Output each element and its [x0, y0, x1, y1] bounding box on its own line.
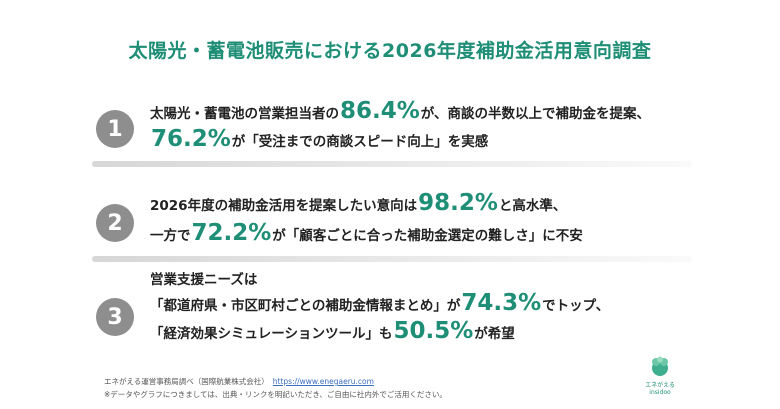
text-segment: 太陽光・蓄電池の営業担当者の — [150, 106, 339, 122]
finding-item-2: 2 2026年度の補助金活用を提案したい意向は98.2%と高水準、 一方で72.… — [92, 190, 702, 262]
highlight-value: 72.2% — [191, 220, 272, 246]
source-line: エネがえる運営事務局調べ（国際航業株式会社） https://www.enegae… — [104, 376, 374, 387]
divider — [92, 161, 692, 167]
highlight-value: 98.2% — [418, 190, 498, 216]
finding-text: 営業支援ニーズは 「都道府県・市区町村ごとの補助金情報まとめ」が74.3%でトッ… — [150, 268, 609, 346]
logo-name: エネがえる — [645, 382, 675, 389]
finding-item-3: 3 営業支援ニーズは 「都道府県・市区町村ごとの補助金情報まとめ」が74.3%で… — [92, 268, 702, 348]
highlight-value: 86.4% — [340, 98, 420, 124]
finding-text: 太陽光・蓄電池の営業担当者の86.4%が、商談の半数以上で補助金を提案、 76.… — [150, 98, 650, 154]
highlight-value: 76.2% — [151, 126, 231, 152]
highlight-value: 50.5% — [393, 318, 474, 344]
divider — [92, 256, 692, 262]
brand-logo: エネがえる insidoo — [640, 356, 680, 402]
text-segment: と高水準、 — [498, 198, 567, 214]
text-segment: が希望 — [474, 326, 515, 342]
number-badge: 1 — [96, 110, 134, 148]
usage-note: ※データやグラフにつきましては、出典・リンクを明記いただき、ご自由に社内外でご活… — [104, 390, 447, 399]
text-segment: 「都道府県・市区町村ごとの補助金情報まとめ」が — [150, 298, 461, 314]
page-title: 太陽光・蓄電池販売における2026年度補助金活用意向調査 — [128, 40, 652, 62]
number-badge: 2 — [96, 204, 134, 242]
text-segment: 2026年度の補助金活用を提案したい意向は — [150, 198, 418, 214]
text-segment: 「経済効果シミュレーションツール」も — [150, 326, 393, 342]
logo-sub: insidoo — [649, 389, 671, 396]
text-segment: でトップ、 — [542, 298, 610, 314]
text-segment: 営業支援ニーズは — [150, 272, 258, 288]
text-segment: が、商談の半数以上で補助金を提案、 — [420, 106, 651, 122]
finding-text: 2026年度の補助金活用を提案したい意向は98.2%と高水準、 一方で72.2%… — [150, 190, 583, 250]
text-segment: が「受注までの商談スピード向上」を実感 — [231, 134, 489, 150]
source-link[interactable]: https://www.enegaeru.com — [272, 377, 374, 386]
source-text: エネがえる運営事務局調べ（国際航業株式会社） — [104, 377, 269, 386]
finding-item-1: 1 太陽光・蓄電池の営業担当者の86.4%が、商談の半数以上で補助金を提案、 7… — [92, 98, 702, 167]
leaf-logo-icon — [652, 356, 668, 376]
highlight-value: 74.3% — [461, 290, 542, 316]
number-badge: 3 — [96, 298, 134, 336]
text-segment: 一方で — [150, 228, 191, 244]
text-segment: が「顧客ごとに合った補助金選定の難しさ」に不安 — [272, 228, 583, 244]
